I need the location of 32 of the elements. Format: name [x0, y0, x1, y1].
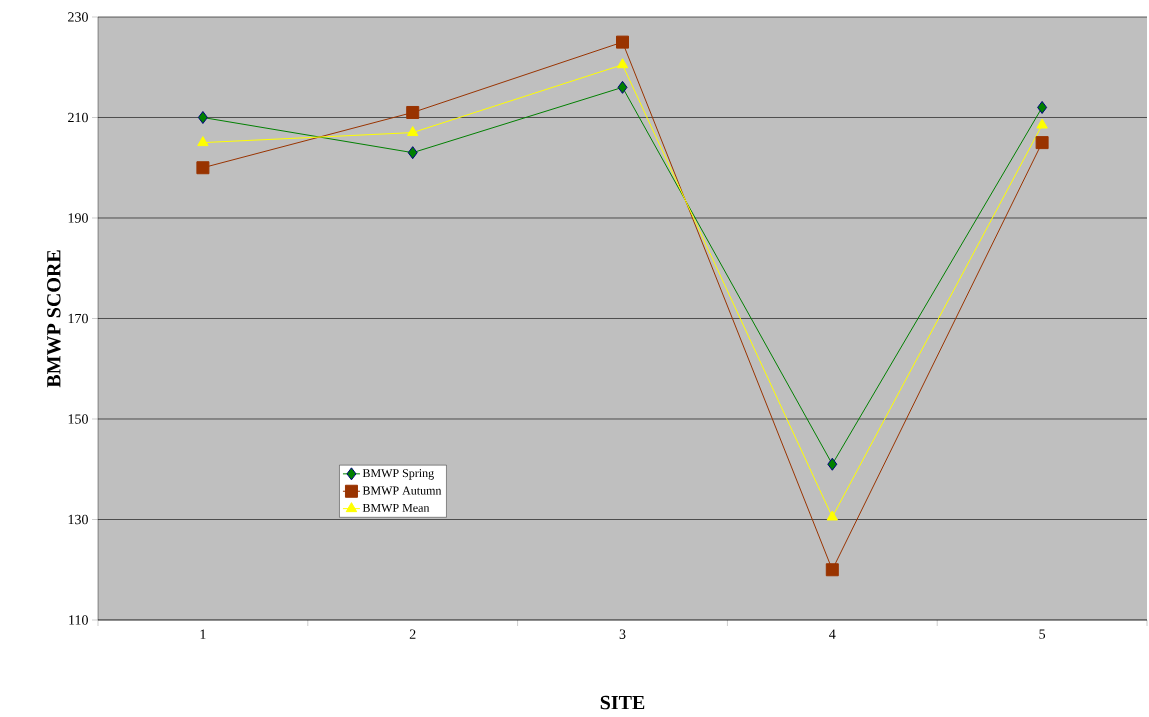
y-tick-label: 230 — [68, 12, 88, 22]
point — [406, 105, 420, 119]
point — [827, 457, 838, 471]
legend-label: BMWP Autumn — [362, 486, 442, 495]
y-tick-label: 150 — [68, 414, 88, 424]
point — [197, 110, 208, 124]
point — [1037, 100, 1048, 114]
point — [196, 161, 210, 175]
y-tick-label: 110 — [69, 615, 88, 625]
point — [616, 35, 630, 49]
x-tick-label: 2 — [409, 629, 416, 639]
y-tick-label: 130 — [68, 514, 88, 525]
y-tick-label: 210 — [68, 112, 88, 123]
point — [197, 136, 209, 147]
x-tick-label: 5 — [1039, 629, 1046, 639]
point — [1036, 118, 1048, 129]
x-tick-label: 3 — [619, 629, 626, 639]
y-axis-title: BMWP SCORE — [47, 250, 61, 388]
legend-label: BMWP Mean — [362, 503, 430, 512]
point — [407, 146, 418, 160]
point — [616, 58, 629, 69]
x-tick-label: 4 — [829, 629, 836, 639]
point — [617, 80, 628, 94]
point — [1035, 136, 1049, 150]
y-tick-label: 190 — [68, 213, 88, 223]
point — [825, 563, 839, 577]
legend-label: BMWP Spring — [362, 469, 434, 480]
point — [407, 126, 419, 137]
x-tick-label: 1 — [200, 629, 206, 639]
point — [826, 510, 838, 521]
x-axis-title: SITE — [600, 695, 645, 710]
y-tick-label: 170 — [68, 313, 88, 324]
